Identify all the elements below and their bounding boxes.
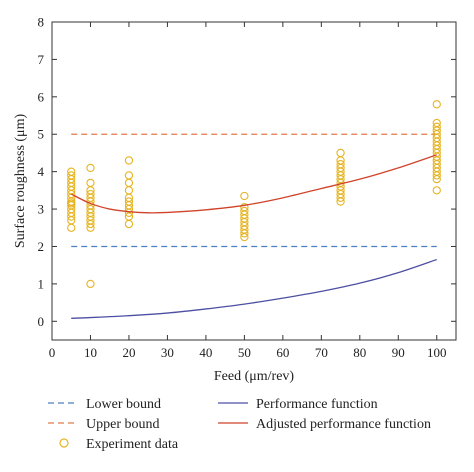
experiment-data-point: [124, 197, 134, 206]
legend-label: Upper bound: [86, 417, 160, 432]
legend-item-performance-function: Performance function: [218, 397, 378, 412]
experiment-data-point: [124, 186, 134, 195]
experiment-data-point: [67, 167, 76, 176]
chart-marks: [67, 100, 441, 319]
legend-item-experiment-data: Experiment data: [59, 437, 179, 452]
y-tick-label: 8: [38, 15, 45, 30]
x-tick-label: 10: [84, 345, 97, 360]
x-tick-label: 60: [276, 345, 289, 360]
x-tick-label: 0: [49, 345, 56, 360]
y-tick-label: 5: [38, 127, 45, 142]
experiment-data-point: [86, 189, 95, 199]
legend-label: Performance function: [256, 397, 378, 412]
experiment-data-point: [124, 171, 134, 180]
x-tick-label: 100: [427, 345, 447, 360]
x-tick-label: 20: [122, 345, 135, 360]
experiment-data-point: [67, 223, 76, 232]
y-tick-label: 0: [38, 314, 45, 329]
experiment-data-point: [86, 163, 95, 173]
y-tick-label: 3: [38, 202, 45, 217]
x-tick-label: 80: [353, 345, 366, 360]
experiment-data-point: [432, 122, 441, 131]
x-tick-label: 30: [161, 345, 174, 360]
legend-label: Adjusted performance function: [256, 417, 431, 432]
adjusted-performance-function-line: [70, 154, 437, 214]
experiment-data-point: [124, 178, 134, 188]
y-axis-title: Surface roughness (μm): [13, 114, 28, 249]
legend-item-lower-bound: Lower bound: [48, 397, 161, 412]
experiment-data-point: [124, 219, 134, 229]
experiment-data-point: [240, 191, 249, 201]
experiment-data-point: [240, 206, 249, 216]
experiment-data-point: [124, 156, 134, 165]
legend: Lower bound Upper bound Experiment data Per…: [48, 397, 431, 452]
experiment-data-point: [432, 100, 441, 109]
experiment-data-point: [67, 171, 76, 180]
legend-item-adjusted-performance-function: Adjusted performance function: [218, 417, 431, 432]
x-tick-label: 90: [392, 345, 405, 360]
experiment-data-point: [240, 203, 249, 212]
experiment-data-point: [336, 160, 345, 169]
plot-frame: [51, 21, 457, 341]
experiment-data-point: [336, 148, 345, 158]
experiment-data-point: [432, 186, 441, 195]
x-tick-label: 40: [199, 345, 212, 360]
legend-label: Lower bound: [86, 397, 161, 412]
x-tick-label: 70: [315, 345, 328, 360]
legend-marker-circle: [59, 438, 69, 448]
y-tick-label: 6: [38, 89, 45, 104]
experiment-data-point: [86, 178, 95, 188]
axis-ticks: 0 10 20 30 40 50 60 70 80 90 100 0 1 2 3 4 5 6 7 8: [38, 15, 456, 360]
y-tick-label: 1: [38, 276, 45, 291]
x-tick-label: 50: [238, 345, 251, 360]
experiment-data-point: [432, 118, 441, 128]
performance-function-line: [71, 258, 437, 319]
y-tick-label: 2: [38, 239, 45, 254]
y-tick-label: 4: [38, 164, 45, 179]
y-tick-label: 7: [38, 52, 45, 67]
experiment-data-point: [86, 279, 95, 289]
legend-item-upper-bound: Upper bound: [48, 417, 160, 432]
legend-label: Experiment data: [86, 437, 179, 452]
x-axis-title: Feed (μm/rev): [214, 369, 295, 384]
